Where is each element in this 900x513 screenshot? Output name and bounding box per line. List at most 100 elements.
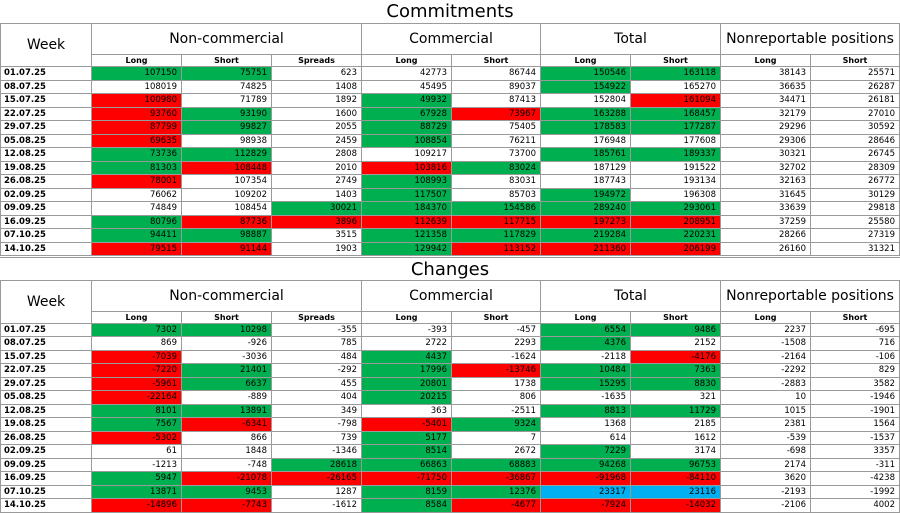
- week-cell: 26.08.25: [0, 175, 92, 189]
- value-cell: 196308: [631, 188, 721, 202]
- column-header: Short: [182, 311, 272, 324]
- value-cell: 28309: [811, 161, 900, 175]
- value-cell: 1738: [452, 377, 541, 391]
- value-cell: -6341: [182, 418, 272, 432]
- value-cell: 67928: [362, 107, 452, 121]
- value-cell: 2722: [362, 337, 452, 351]
- value-cell: 109202: [182, 188, 272, 202]
- value-cell: 614: [541, 431, 631, 445]
- value-cell: 34471: [721, 94, 811, 108]
- value-cell: 177608: [631, 134, 721, 148]
- value-cell: 89037: [452, 80, 541, 94]
- value-cell: 73736: [92, 148, 182, 162]
- week-cell: 05.08.25: [0, 391, 92, 405]
- value-cell: 9324: [452, 418, 541, 432]
- value-cell: -14896: [92, 499, 182, 513]
- value-cell: 8830: [631, 377, 721, 391]
- group-header: Nonreportable positions: [721, 24, 900, 55]
- week-cell: 12.08.25: [0, 404, 92, 418]
- value-cell: -2118: [541, 350, 631, 364]
- week-cell: 16.09.25: [0, 472, 92, 486]
- value-cell: 103816: [362, 161, 452, 175]
- value-cell: -2193: [721, 485, 811, 499]
- column-header: Short: [182, 55, 272, 67]
- value-cell: 27319: [811, 229, 900, 243]
- value-cell: -106: [811, 350, 900, 364]
- value-cell: -7220: [92, 364, 182, 378]
- value-cell: -1346: [272, 445, 362, 459]
- value-cell: -748: [182, 458, 272, 472]
- value-cell: 293061: [631, 202, 721, 216]
- column-header: Long: [721, 55, 811, 67]
- value-cell: 208951: [631, 215, 721, 229]
- value-cell: 66863: [362, 458, 452, 472]
- week-header: Week: [0, 280, 92, 324]
- week-cell: 07.10.25: [0, 229, 92, 243]
- value-cell: 739: [272, 431, 362, 445]
- value-cell: 3582: [811, 377, 900, 391]
- value-cell: 2749: [272, 175, 362, 189]
- value-cell: 26160: [721, 242, 811, 256]
- value-cell: 191522: [631, 161, 721, 175]
- value-cell: -1624: [452, 350, 541, 364]
- value-cell: 211360: [541, 242, 631, 256]
- week-cell: 29.07.25: [0, 377, 92, 391]
- value-cell: 220231: [631, 229, 721, 243]
- week-header: Week: [0, 24, 92, 67]
- value-cell: 31321: [811, 242, 900, 256]
- value-cell: 8514: [362, 445, 452, 459]
- value-cell: 1368: [541, 418, 631, 432]
- value-cell: 25580: [811, 215, 900, 229]
- value-cell: -798: [272, 418, 362, 432]
- group-header: Total: [541, 24, 721, 55]
- value-cell: 108854: [362, 134, 452, 148]
- value-cell: -26165: [272, 472, 362, 486]
- value-cell: 81303: [92, 161, 182, 175]
- value-cell: 23116: [631, 485, 721, 499]
- week-cell: 08.07.25: [0, 80, 92, 94]
- value-cell: 10298: [182, 323, 272, 337]
- value-cell: -36867: [452, 472, 541, 486]
- value-cell: 7: [452, 431, 541, 445]
- value-cell: 73967: [452, 107, 541, 121]
- value-cell: -14032: [631, 499, 721, 513]
- value-cell: 484: [272, 350, 362, 364]
- value-cell: 80796: [92, 215, 182, 229]
- value-cell: 869: [92, 337, 182, 351]
- value-cell: 184370: [362, 202, 452, 216]
- week-cell: 22.07.25: [0, 107, 92, 121]
- week-cell: 05.08.25: [0, 134, 92, 148]
- value-cell: 8101: [92, 404, 182, 418]
- value-cell: 154922: [541, 80, 631, 94]
- value-cell: 1287: [272, 485, 362, 499]
- column-header: Long: [362, 311, 452, 324]
- value-cell: -1213: [92, 458, 182, 472]
- value-cell: 15295: [541, 377, 631, 391]
- value-cell: 168457: [631, 107, 721, 121]
- value-cell: -1537: [811, 431, 900, 445]
- value-cell: 829: [811, 364, 900, 378]
- value-cell: -1992: [811, 485, 900, 499]
- value-cell: 32702: [721, 161, 811, 175]
- value-cell: 108448: [182, 161, 272, 175]
- value-cell: 2152: [631, 337, 721, 351]
- value-cell: 86744: [452, 67, 541, 81]
- value-cell: 61: [92, 445, 182, 459]
- value-cell: 5947: [92, 472, 182, 486]
- value-cell: 20801: [362, 377, 452, 391]
- value-cell: -1612: [272, 499, 362, 513]
- week-cell: 08.07.25: [0, 337, 92, 351]
- value-cell: 26745: [811, 148, 900, 162]
- value-cell: 197273: [541, 215, 631, 229]
- value-cell: 28646: [811, 134, 900, 148]
- value-cell: -311: [811, 458, 900, 472]
- value-cell: 29818: [811, 202, 900, 216]
- value-cell: 42773: [362, 67, 452, 81]
- value-cell: 363: [362, 404, 452, 418]
- week-cell: 19.08.25: [0, 418, 92, 432]
- value-cell: 806: [452, 391, 541, 405]
- column-header: Short: [631, 55, 721, 67]
- value-cell: 2185: [631, 418, 721, 432]
- section-title: Commitments: [0, 0, 900, 24]
- week-cell: 01.07.25: [0, 67, 92, 81]
